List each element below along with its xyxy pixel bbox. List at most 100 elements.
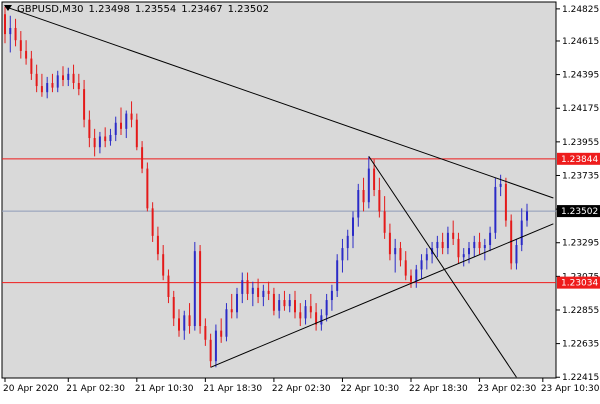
close-value: 1.23502: [227, 4, 269, 15]
candle-body: [220, 330, 223, 337]
candle-body: [130, 113, 133, 120]
candle-body: [30, 58, 33, 74]
candle-body: [72, 73, 75, 84]
candle-body: [236, 293, 238, 313]
candle-body: [4, 14, 6, 35]
candle-body: [288, 300, 291, 307]
candle-body: [504, 183, 507, 221]
candle-body: [404, 260, 407, 276]
candle-body: [241, 280, 244, 294]
candle-body: [357, 190, 360, 218]
candle-body: [120, 122, 122, 129]
candle-body: [462, 254, 465, 258]
candle-body: [188, 315, 191, 327]
current-price-label: 1.23502: [561, 207, 598, 217]
y-tick-label: 1.23735: [562, 171, 599, 181]
candle-body: [178, 318, 180, 331]
x-tick-label: 21 Apr 10:30: [135, 384, 194, 394]
candle-body: [388, 232, 391, 255]
candle-body: [225, 309, 228, 337]
candle-body: [193, 251, 196, 327]
candle-body: [483, 245, 486, 249]
price-level-label: 1.23034: [561, 279, 598, 289]
descending-trendline: [4, 6, 554, 199]
candle-body: [251, 287, 254, 294]
candle-body: [478, 241, 481, 249]
low-value: 1.23467: [181, 4, 223, 15]
candle-body: [214, 330, 217, 362]
candle-body: [499, 183, 502, 187]
candle-body: [283, 300, 286, 307]
candle-body: [457, 238, 460, 258]
x-tick-label: 22 Apr 18:30: [409, 384, 468, 394]
x-tick-label: 22 Apr 10:30: [340, 384, 399, 394]
candle-body: [468, 248, 470, 255]
candle-body: [420, 260, 423, 270]
candle-body: [172, 296, 175, 319]
y-tick-label: 1.23955: [562, 138, 599, 148]
candle-body: [77, 83, 80, 90]
candle-body: [25, 50, 28, 59]
candle-body: [425, 254, 428, 261]
candle-body: [135, 119, 138, 148]
candle-body: [367, 168, 370, 203]
candle-body: [19, 40, 22, 51]
candle-body: [362, 190, 365, 203]
candle-body: [304, 306, 307, 319]
candle-body: [278, 300, 281, 311]
candle-body: [93, 138, 96, 148]
candle-body: [204, 326, 207, 340]
candle-body: [378, 190, 381, 212]
candle-body: [330, 290, 333, 301]
candle-body: [473, 241, 476, 249]
y-tick-label: 1.22855: [562, 306, 599, 316]
x-tick-label: 21 Apr 18:30: [203, 384, 262, 394]
candle-body: [262, 290, 265, 297]
candle-body: [46, 83, 49, 93]
candle-body: [320, 315, 323, 325]
candle-body: [346, 235, 349, 249]
candle-body: [489, 232, 492, 246]
candle-body: [56, 75, 59, 88]
candle-body: [272, 293, 275, 311]
candle-body: [336, 260, 339, 291]
candle-body: [436, 241, 439, 249]
candle-body: [167, 275, 170, 297]
dropdown-triangle-icon[interactable]: [4, 5, 12, 11]
high-value: 1.23554: [134, 4, 177, 15]
candle-body: [494, 186, 497, 233]
candle-body: [257, 287, 260, 297]
y-tick-label: 1.22415: [562, 373, 599, 383]
candle-body: [199, 251, 202, 327]
candle-body: [114, 122, 117, 135]
chart-header: GBPUSD,M30 1.23498 1.23554 1.23467 1.23502: [4, 4, 274, 15]
candle-body: [125, 113, 128, 129]
candle-body: [35, 73, 38, 87]
candle-body: [9, 27, 12, 35]
candle-body: [246, 280, 249, 294]
candle-body: [104, 136, 107, 142]
candle-body: [40, 86, 43, 93]
current-price-tag: [557, 205, 600, 218]
candle-body: [294, 300, 296, 313]
open-value: 1.23498: [88, 4, 130, 15]
candle-body: [14, 27, 17, 41]
candle-body: [373, 168, 376, 190]
candle-body: [341, 248, 344, 261]
candle-body: [383, 211, 386, 233]
symbol-label: GBPUSD,M30: [17, 4, 84, 15]
candle-body: [88, 119, 91, 139]
candle-body: [230, 309, 233, 313]
ascending-trendline: [210, 223, 554, 368]
candle-body: [151, 208, 154, 236]
price-level-tag: [557, 152, 600, 165]
y-tick-label: 1.22635: [562, 340, 599, 350]
x-tick-label: 23 Apr 10:30: [541, 384, 600, 394]
candle-body: [267, 290, 270, 294]
candle-body: [299, 312, 302, 319]
candle-body: [109, 134, 112, 142]
candle-body: [67, 73, 70, 80]
candle-body: [162, 254, 165, 276]
